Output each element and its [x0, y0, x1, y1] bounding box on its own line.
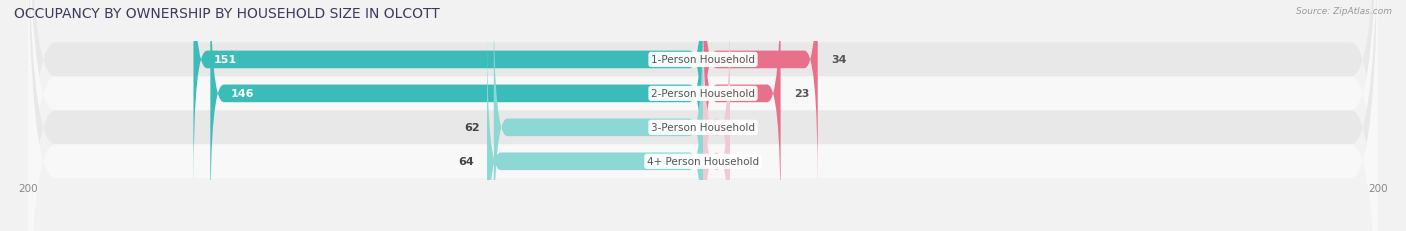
FancyBboxPatch shape — [494, 1, 703, 231]
FancyBboxPatch shape — [28, 0, 1378, 231]
Text: 3-Person Household: 3-Person Household — [651, 123, 755, 133]
Text: Source: ZipAtlas.com: Source: ZipAtlas.com — [1296, 7, 1392, 16]
Legend: Owner-occupied, Renter-occupied: Owner-occupied, Renter-occupied — [591, 229, 815, 231]
Text: 64: 64 — [458, 157, 474, 167]
Text: 4+ Person Household: 4+ Person Household — [647, 157, 759, 167]
FancyBboxPatch shape — [486, 35, 703, 231]
Text: 0: 0 — [744, 123, 751, 133]
Text: 1-Person Household: 1-Person Household — [651, 55, 755, 65]
FancyBboxPatch shape — [703, 1, 730, 231]
FancyBboxPatch shape — [211, 0, 703, 220]
Text: OCCUPANCY BY OWNERSHIP BY HOUSEHOLD SIZE IN OLCOTT: OCCUPANCY BY OWNERSHIP BY HOUSEHOLD SIZE… — [14, 7, 440, 21]
FancyBboxPatch shape — [703, 0, 780, 220]
FancyBboxPatch shape — [28, 0, 1378, 231]
FancyBboxPatch shape — [28, 0, 1378, 231]
FancyBboxPatch shape — [703, 0, 818, 187]
Text: 62: 62 — [464, 123, 481, 133]
FancyBboxPatch shape — [194, 0, 703, 187]
Text: 34: 34 — [831, 55, 846, 65]
FancyBboxPatch shape — [28, 0, 1378, 231]
Text: 0: 0 — [744, 157, 751, 167]
Text: 146: 146 — [231, 89, 254, 99]
Text: 23: 23 — [794, 89, 810, 99]
Text: 151: 151 — [214, 55, 236, 65]
FancyBboxPatch shape — [703, 35, 730, 231]
Text: 2-Person Household: 2-Person Household — [651, 89, 755, 99]
